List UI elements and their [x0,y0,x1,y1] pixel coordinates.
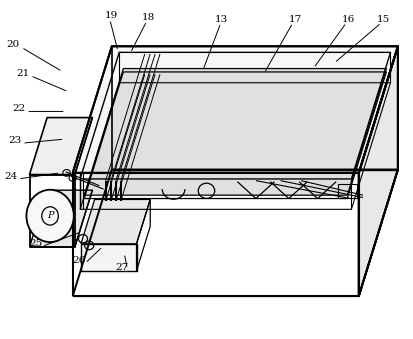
Polygon shape [81,199,150,244]
Text: 27: 27 [116,263,129,272]
Polygon shape [359,46,398,296]
Polygon shape [73,170,398,296]
Polygon shape [29,118,93,175]
Text: 21: 21 [17,69,30,78]
Polygon shape [73,173,359,296]
Text: 24: 24 [5,172,18,181]
Polygon shape [73,46,398,173]
Text: 15: 15 [377,15,390,24]
Text: 20: 20 [7,40,20,49]
Polygon shape [84,68,387,195]
Ellipse shape [26,190,74,242]
Text: 17: 17 [288,15,301,24]
Text: 19: 19 [105,12,119,20]
Text: 18: 18 [142,13,156,22]
Text: 25: 25 [29,239,42,248]
Text: 23: 23 [9,136,22,145]
Polygon shape [81,244,137,271]
Text: 22: 22 [12,104,26,113]
Text: 16: 16 [342,15,355,24]
Polygon shape [29,190,93,247]
Text: 26: 26 [72,256,85,265]
Text: P: P [47,212,53,220]
Text: 13: 13 [214,15,228,24]
